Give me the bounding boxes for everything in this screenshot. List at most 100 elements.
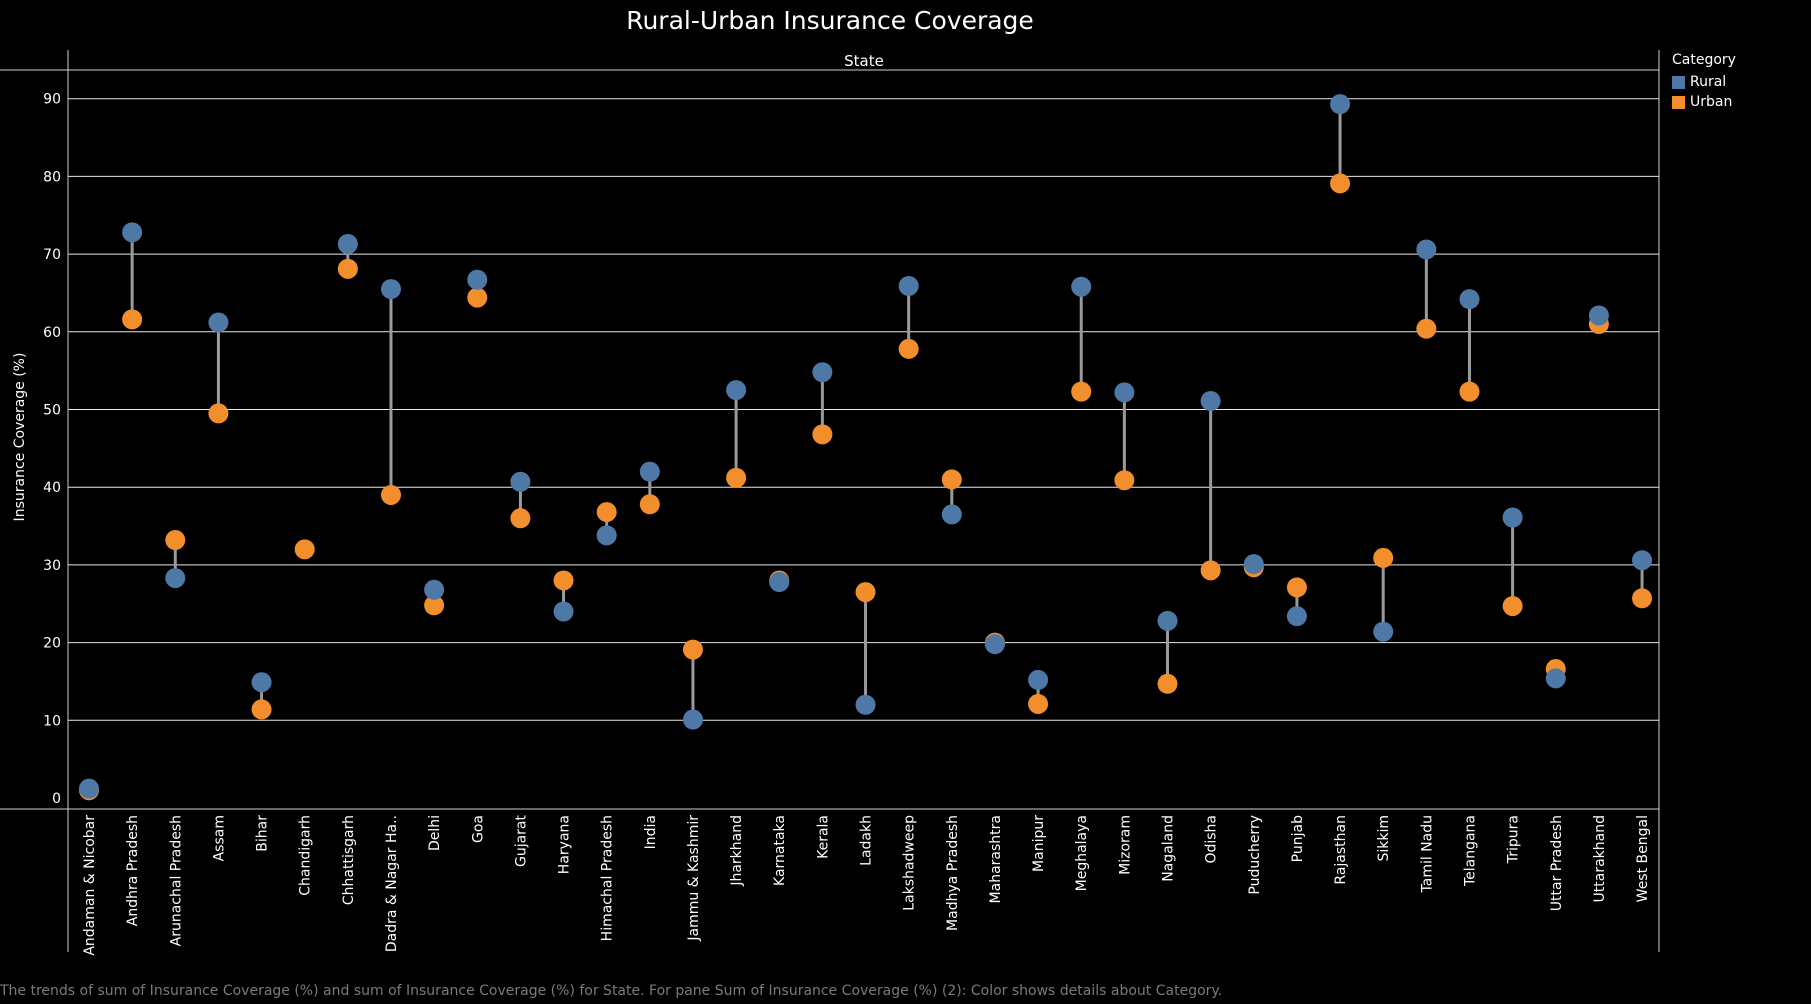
y-axis-label: Insurance Coverage (%) xyxy=(12,353,28,522)
chart-caption: The trends of sum of Insurance Coverage … xyxy=(0,983,1223,999)
y-tick-label: 80 xyxy=(43,169,61,185)
legend-item-rural[interactable]: Rural xyxy=(1672,72,1736,92)
x-tick-label: Puducherry xyxy=(1247,815,1263,895)
x-tick-label: Sikkim xyxy=(1376,815,1392,862)
x-tick-label: Delhi xyxy=(427,815,443,851)
point-urban xyxy=(1200,560,1221,581)
point-rural xyxy=(1416,239,1437,260)
point-urban xyxy=(122,309,143,330)
point-rural xyxy=(1071,276,1092,297)
legend-swatch-rural xyxy=(1672,75,1685,89)
point-rural xyxy=(1028,669,1049,690)
x-tick-label: Uttarakhand xyxy=(1592,815,1608,902)
point-rural xyxy=(251,672,272,693)
column-header: State xyxy=(844,52,884,70)
point-rural xyxy=(1330,94,1351,115)
x-tick-label: Dadra & Nagar Ha.. xyxy=(384,815,400,952)
y-tick-label: 50 xyxy=(43,403,61,419)
x-tick-label: Kerala xyxy=(815,815,831,859)
x-tick-label: Karnataka xyxy=(772,815,788,886)
legend: Category Rural Urban xyxy=(1672,52,1736,112)
point-urban xyxy=(1502,596,1523,617)
point-urban xyxy=(1114,470,1135,491)
y-tick-label: 60 xyxy=(43,325,61,341)
point-urban xyxy=(1286,577,1307,598)
x-tick-label: Bihar xyxy=(255,815,271,852)
point-urban xyxy=(941,469,962,490)
point-rural xyxy=(208,312,229,333)
point-rural xyxy=(726,380,747,401)
axes: State Insurance Coverage (%) xyxy=(0,50,1660,952)
y-tick-label: 20 xyxy=(43,636,61,652)
x-tick-label: West Bengal xyxy=(1635,815,1651,902)
x-tick-label: Jammu & Kashmir xyxy=(686,815,702,942)
x-tick-label: India xyxy=(643,815,659,849)
point-urban xyxy=(251,699,272,720)
x-tick-label: Lakshadweep xyxy=(902,815,918,911)
x-tick-labels: Andaman & Nicobar Andhra Pradesh Arunachal… xyxy=(82,814,1651,955)
point-urban xyxy=(726,467,747,488)
point-urban xyxy=(553,570,574,591)
x-tick-label: Assam xyxy=(211,815,227,861)
point-rural xyxy=(1459,289,1480,310)
point-rural xyxy=(1588,305,1609,326)
point-urban xyxy=(165,530,186,551)
point-urban xyxy=(380,484,401,505)
point-rural xyxy=(1632,550,1653,571)
point-urban xyxy=(424,595,445,616)
point-urban xyxy=(1632,588,1653,609)
point-rural xyxy=(941,504,962,525)
x-tick-label: Telangana xyxy=(1462,815,1478,887)
point-rural xyxy=(1502,507,1523,528)
point-rural xyxy=(984,634,1005,655)
x-tick-label: Chandigarh xyxy=(298,815,314,896)
y-tick-label: 90 xyxy=(43,92,61,108)
x-tick-label: Tripura xyxy=(1506,815,1522,864)
point-rural xyxy=(898,275,919,296)
legend-item-urban[interactable]: Urban xyxy=(1672,92,1736,112)
point-urban xyxy=(1459,381,1480,402)
point-rural xyxy=(510,471,531,492)
point-urban xyxy=(337,258,358,279)
x-tick-label: Maharashtra xyxy=(988,815,1004,903)
connectors xyxy=(87,104,1644,791)
x-tick-label: Himachal Pradesh xyxy=(600,815,616,941)
point-rural xyxy=(79,778,99,799)
x-tick-label: Chhattisgarh xyxy=(341,815,357,905)
point-urban xyxy=(510,508,531,529)
point-urban xyxy=(294,539,315,560)
y-tick-label: 10 xyxy=(43,713,61,729)
point-urban xyxy=(1028,693,1049,714)
x-tick-label: Odisha xyxy=(1204,815,1220,864)
x-tick-label: Nagaland xyxy=(1161,815,1177,882)
point-urban xyxy=(1071,381,1092,402)
point-rural xyxy=(769,571,790,592)
point-rural xyxy=(1286,606,1307,627)
point-rural xyxy=(165,568,186,589)
data-points xyxy=(79,94,1653,801)
point-urban xyxy=(1416,318,1437,339)
chart-title: Rural-Urban Insurance Coverage xyxy=(626,6,1034,35)
point-urban xyxy=(855,582,876,603)
y-tick-label: 70 xyxy=(43,247,61,263)
point-rural xyxy=(467,269,488,290)
point-urban xyxy=(812,424,833,445)
legend-label-urban: Urban xyxy=(1690,94,1733,110)
point-rural xyxy=(1114,382,1135,403)
point-rural xyxy=(1545,668,1566,689)
point-urban xyxy=(898,338,919,359)
x-tick-label: Madhya Pradesh xyxy=(945,815,961,931)
x-tick-label: Gujarat xyxy=(513,814,529,867)
x-tick-label: Meghalaya xyxy=(1074,815,1090,891)
x-tick-label: Punjab xyxy=(1290,815,1306,862)
point-rural xyxy=(596,525,617,546)
x-tick-label: Haryana xyxy=(557,815,573,874)
point-rural xyxy=(337,233,358,254)
point-urban xyxy=(596,502,617,523)
point-rural xyxy=(682,709,703,730)
x-tick-label: Manipur xyxy=(1031,815,1047,872)
x-tick-label: Rajasthan xyxy=(1333,815,1349,885)
point-rural xyxy=(1157,610,1178,631)
point-urban xyxy=(1157,673,1178,694)
